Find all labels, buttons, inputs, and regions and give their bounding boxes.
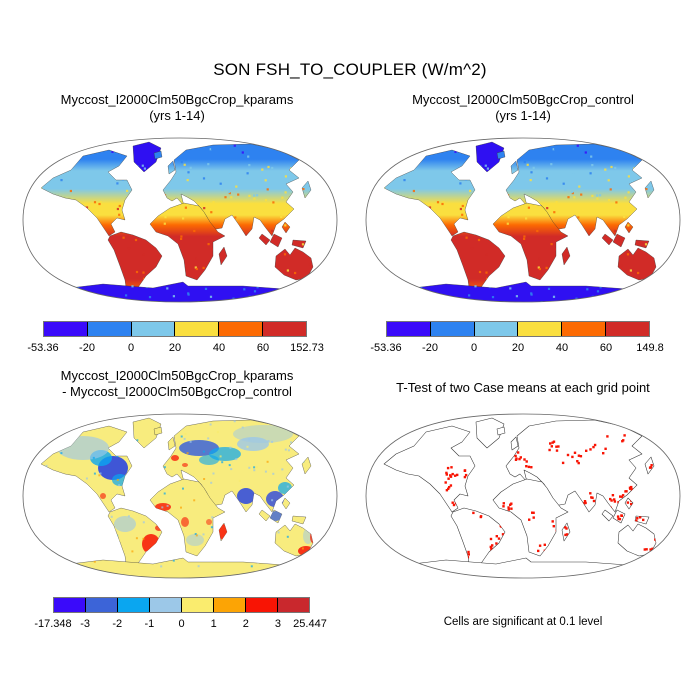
colorbar-tick-label: 40	[555, 342, 569, 354]
colorbar-segment	[473, 322, 518, 336]
colorbar-segment	[130, 322, 175, 336]
colorbar-segment	[429, 322, 474, 336]
panel-title-top-left: Myccost_I2000Clm50BgcCrop_kparams (yrs 1…	[10, 92, 344, 124]
panel-title-top-right-line2: (yrs 1-14)	[495, 108, 551, 123]
colorbar-segment	[213, 598, 245, 612]
colorbar-segment	[181, 598, 213, 612]
colorbar-segment	[517, 322, 562, 336]
colorbar-tick-label: 3	[274, 618, 281, 630]
colorbar-tick-labels: -53.36 -20 0 20 40 60 149.8	[370, 342, 663, 355]
colorbar-segment	[44, 322, 87, 336]
colorbar-segment	[262, 322, 306, 336]
colorbar-tick-label: -2	[112, 618, 123, 630]
colorbar-bottom-left: -17.348 -3 -2 -1 0 1 2 3 25.447	[34, 597, 327, 631]
colorbar-top-right: -53.36 -20 0 20 40 60 149.8	[370, 321, 664, 355]
colorbar-segment	[86, 322, 131, 336]
figure-title: SON FSH_TO_COUPLER (W/m^2)	[213, 60, 487, 79]
map-top-left-kparams	[22, 137, 338, 303]
colorbar-tick-label: 0	[470, 342, 478, 354]
colorbar-segment	[54, 598, 85, 612]
colorbar-segment	[218, 322, 263, 336]
colorbar-tick-labels: -53.36 -20 0 20 40 60 152.73	[27, 342, 323, 355]
colorbar-segment	[174, 322, 219, 336]
colorbar-tick-label: 60	[256, 342, 270, 354]
colorbar-tick-label: -20	[422, 342, 438, 354]
significance-caption: Cells are significant at 0.1 level	[443, 616, 603, 628]
colorbar-tick-label: -53.36	[370, 342, 402, 354]
panel-title-top-left-line2: (yrs 1-14)	[149, 108, 205, 123]
map-bottom-right-ttest	[365, 413, 681, 579]
colorbar-tick-label: 25.447	[293, 618, 327, 630]
colorbar-tick-label: 149.8	[636, 342, 664, 354]
colorbar-tick-label: -3	[80, 618, 91, 630]
colorbar-tick-label: 0	[127, 342, 135, 354]
panel-title-top-right-line1: Myccost_I2000Clm50BgcCrop_control	[412, 92, 634, 107]
panel-title-top-right: Myccost_I2000Clm50BgcCrop_control (yrs 1…	[356, 92, 690, 124]
colorbar-tick-label: 1	[210, 618, 217, 630]
colorbar-strip	[53, 597, 310, 613]
colorbar-tick-label: -1	[144, 618, 155, 630]
panel-title-bottom-right: T-Test of two Case means at each grid po…	[396, 380, 650, 395]
colorbar-tick-label: -17.348	[34, 618, 72, 630]
colorbar-tick-label: -20	[79, 342, 95, 354]
colorbar-segment	[277, 598, 309, 612]
panel-title-bottom-left-line2: - Myccost_I2000Clm50BgcCrop_control	[62, 384, 292, 399]
colorbar-tick-label: 20	[168, 342, 182, 354]
map-top-right-control	[365, 137, 681, 303]
colorbar-top-left: -53.36 -20 0 20 40 60 152.73	[27, 321, 324, 355]
colorbar-segment	[561, 322, 606, 336]
colorbar-tick-label: 152.73	[290, 342, 324, 354]
colorbar-tick-label: 0	[178, 618, 185, 630]
panel-title-bottom-left-line1: Myccost_I2000Clm50BgcCrop_kparams	[60, 368, 294, 383]
colorbar-tick-label: 20	[511, 342, 525, 354]
colorbar-strip	[386, 321, 650, 337]
colorbar-segment	[85, 598, 117, 612]
colorbar-segment	[605, 322, 649, 336]
colorbar-segment	[245, 598, 277, 612]
colorbar-tick-label: -53.36	[27, 342, 59, 354]
colorbar-tick-label: 60	[599, 342, 613, 354]
colorbar-tick-label: 2	[242, 618, 249, 630]
colorbar-segment	[117, 598, 149, 612]
colorbar-tick-label: 40	[212, 342, 226, 354]
panel-title-bottom-left: Myccost_I2000Clm50BgcCrop_kparams - Mycc…	[10, 368, 344, 400]
colorbar-tick-labels: -17.348 -3 -2 -1 0 1 2 3 25.447	[34, 618, 326, 631]
colorbar-strip	[43, 321, 307, 337]
panel-title-top-left-line1: Myccost_I2000Clm50BgcCrop_kparams	[60, 92, 294, 107]
colorbar-segment	[387, 322, 430, 336]
colorbar-segment	[149, 598, 181, 612]
map-bottom-left-difference	[22, 413, 338, 579]
